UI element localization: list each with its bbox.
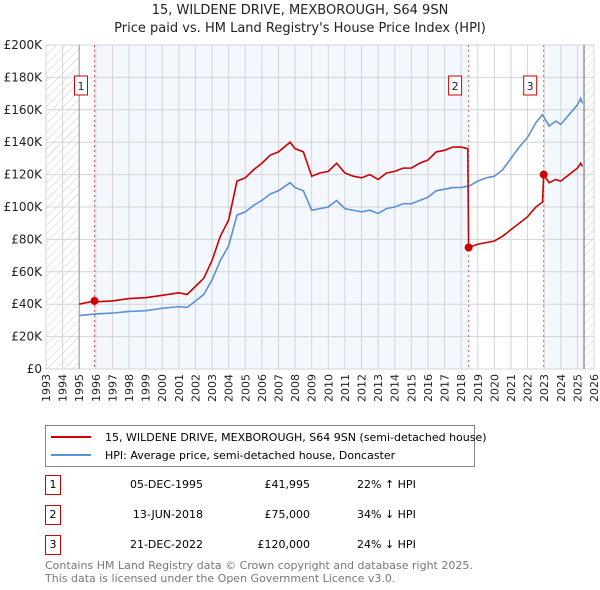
y-tick-label: £140K	[4, 135, 44, 149]
y-tick-label: £120K	[4, 168, 44, 182]
footer-line2: This data is licensed under the Open Gov…	[45, 572, 396, 585]
footer-line1: Contains HM Land Registry data © Crown c…	[45, 559, 473, 572]
x-tick-label: 1996	[90, 374, 103, 402]
y-tick-label: £180K	[4, 70, 44, 84]
x-tick-label: 2005	[239, 374, 252, 402]
x-tick-label: 2007	[272, 374, 285, 402]
x-tick-label: 2014	[389, 374, 402, 402]
x-tick-label: 2012	[356, 374, 369, 402]
sale-point	[539, 170, 548, 179]
x-tick-label: 2010	[322, 374, 335, 402]
legend: 15, WILDENE DRIVE, MEXBOROUGH, S64 9SN (…	[45, 425, 487, 467]
x-tick-label: 2016	[422, 374, 435, 402]
sale-label: 1	[77, 80, 84, 93]
y-tick-label: £80K	[11, 232, 43, 246]
sale-label-box	[73, 75, 88, 96]
sale-price: £41,995	[264, 478, 311, 491]
x-tick-label: 1997	[106, 374, 119, 402]
price-chart: 1993 1994 1995 1996 1997 1998 1999 2000 2001 2002…	[4, 38, 600, 402]
x-tick-label: 1995	[73, 374, 86, 402]
sale-date: 13-JUN-2018	[132, 508, 203, 521]
x-tick-label: 2008	[289, 374, 302, 402]
x-tick-label: 2015	[405, 374, 418, 402]
x-tick-label: 2011	[339, 374, 352, 402]
sale-point	[464, 243, 473, 252]
sale-date: 21-DEC-2022	[129, 538, 203, 551]
sale-row: 3 21-DEC-2022 £120,000 24% ↓ HPI	[45, 535, 445, 555]
sale-hpi-diff: 24% ↓ HPI	[357, 538, 416, 551]
y-tick-label: £0	[27, 362, 42, 376]
x-tick-label: 2024	[555, 374, 568, 402]
x-tick-label: 2009	[306, 374, 319, 402]
y-tick-label: £40K	[11, 297, 43, 311]
footer: Contains HM Land Registry data © Crown c…	[45, 559, 473, 585]
x-tick-label: 2017	[439, 374, 452, 402]
sale-label: 2	[452, 80, 459, 93]
chart-subtitle: Price paid vs. HM Land Registry's House …	[114, 21, 486, 36]
sale-hpi-diff: 22% ↑ HPI	[357, 478, 416, 491]
x-tick-label: 2006	[256, 374, 269, 402]
hpi-line	[79, 96, 584, 317]
sale-marker: 3	[45, 535, 61, 555]
sale-row: 1 05-DEC-1995 £41,995 22% ↑ HPI	[45, 475, 445, 495]
y-tick-label: £20K	[11, 330, 43, 344]
legend-hpi: HPI: Average price, semi-detached house,…	[105, 448, 396, 462]
sale-marker: 2	[45, 505, 61, 525]
sale-label-box	[523, 75, 538, 96]
sale-price: £120,000	[257, 538, 311, 551]
y-tick-label: £200K	[4, 38, 44, 52]
legend-blue-line	[51, 454, 91, 456]
x-tick-label: 2000	[156, 374, 169, 402]
property-price-line	[79, 141, 584, 305]
x-tick-label: 2020	[488, 374, 501, 402]
sale-date: 05-DEC-1995	[129, 478, 203, 491]
legend-red-line	[51, 436, 91, 438]
x-tick-label: 2026	[588, 374, 600, 402]
sale-row: 2 13-JUN-2018 £75,000 34% ↓ HPI	[45, 505, 445, 525]
x-tick-label: 2019	[472, 374, 485, 402]
x-tick-label: 1999	[140, 374, 153, 402]
x-tick-label: 2023	[538, 374, 551, 402]
sale-hpi-diff: 34% ↓ HPI	[357, 508, 416, 521]
x-tick-label: 1994	[57, 374, 70, 402]
chart-title: 15, WILDENE DRIVE, MEXBOROUGH, S64 9SN	[151, 3, 449, 18]
x-tick-label: 2002	[189, 374, 202, 402]
y-tick-label: £160K	[4, 103, 44, 117]
sale-price: £75,000	[264, 508, 311, 521]
x-tick-label: 2013	[372, 374, 385, 402]
legend-property: 15, WILDENE DRIVE, MEXBOROUGH, S64 9SN (…	[105, 430, 487, 444]
y-tick-label: £100K	[4, 200, 44, 214]
sale-point	[90, 296, 99, 305]
x-tick-label: 1998	[123, 374, 136, 402]
x-tick-label: 2022	[522, 374, 535, 402]
x-tick-label: 2018	[455, 374, 468, 402]
sale-label-box	[448, 75, 463, 96]
sale-label: 3	[527, 80, 534, 93]
x-tick-label: 2004	[223, 374, 236, 402]
x-tick-label: 2003	[206, 374, 219, 402]
x-tick-label: 2021	[505, 374, 518, 402]
x-tick-label: 2001	[173, 374, 186, 402]
x-tick-label: 2025	[571, 374, 584, 402]
sale-marker: 1	[45, 475, 61, 495]
x-tick-label: 1993	[40, 374, 53, 402]
y-tick-label: £60K	[11, 265, 43, 279]
